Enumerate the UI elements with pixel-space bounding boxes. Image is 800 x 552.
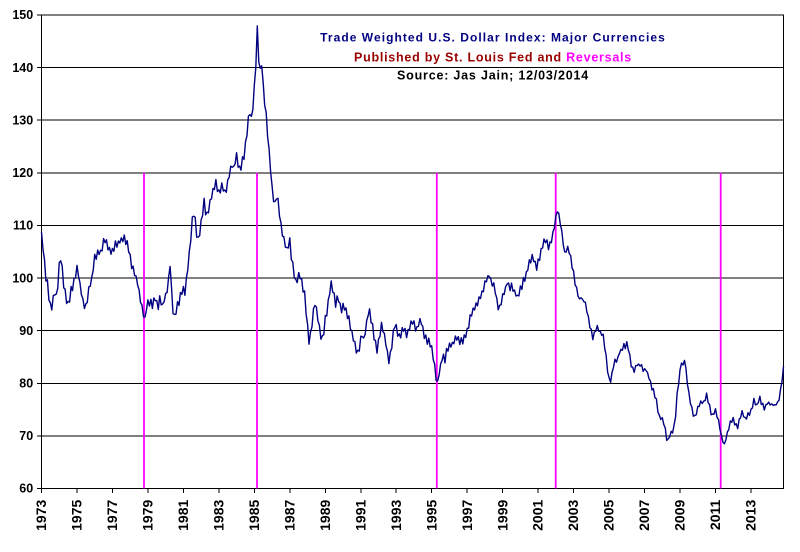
svg-text:70: 70 xyxy=(19,429,33,443)
svg-text:2005: 2005 xyxy=(601,499,617,530)
svg-text:Trade Weighted U.S. Dollar Ind: Trade Weighted U.S. Dollar Index: Major … xyxy=(320,31,666,45)
svg-text:1991: 1991 xyxy=(352,499,368,530)
svg-text:1997: 1997 xyxy=(459,499,475,530)
svg-text:Source: Jas Jain; 12/03/2014: Source: Jas Jain; 12/03/2014 xyxy=(397,69,589,83)
svg-text:100: 100 xyxy=(12,271,33,285)
svg-text:90: 90 xyxy=(19,324,33,338)
svg-text:1983: 1983 xyxy=(211,499,227,530)
svg-text:2001: 2001 xyxy=(530,499,546,530)
svg-text:1999: 1999 xyxy=(494,499,510,530)
svg-text:1987: 1987 xyxy=(281,499,297,530)
svg-text:1977: 1977 xyxy=(104,499,120,530)
svg-text:130: 130 xyxy=(12,113,33,127)
svg-text:Published by St. Louis Fed and: Published by St. Louis Fed and Reversals xyxy=(354,51,632,65)
svg-text:2009: 2009 xyxy=(672,499,688,530)
svg-text:1975: 1975 xyxy=(69,499,85,530)
svg-text:1973: 1973 xyxy=(33,499,49,530)
svg-text:110: 110 xyxy=(13,219,33,233)
svg-text:1993: 1993 xyxy=(388,499,404,530)
svg-text:2007: 2007 xyxy=(636,499,652,530)
svg-text:60: 60 xyxy=(19,482,33,496)
svg-text:140: 140 xyxy=(12,61,33,75)
svg-text:2003: 2003 xyxy=(565,499,581,530)
svg-text:1985: 1985 xyxy=(246,499,262,530)
svg-text:1981: 1981 xyxy=(175,499,191,530)
svg-text:1979: 1979 xyxy=(140,499,156,530)
svg-text:1989: 1989 xyxy=(317,499,333,530)
svg-text:1995: 1995 xyxy=(423,499,439,530)
svg-text:120: 120 xyxy=(12,166,33,180)
svg-text:2011: 2011 xyxy=(707,499,723,530)
svg-text:2013: 2013 xyxy=(743,499,759,530)
svg-text:150: 150 xyxy=(12,8,33,22)
svg-text:80: 80 xyxy=(19,377,33,391)
